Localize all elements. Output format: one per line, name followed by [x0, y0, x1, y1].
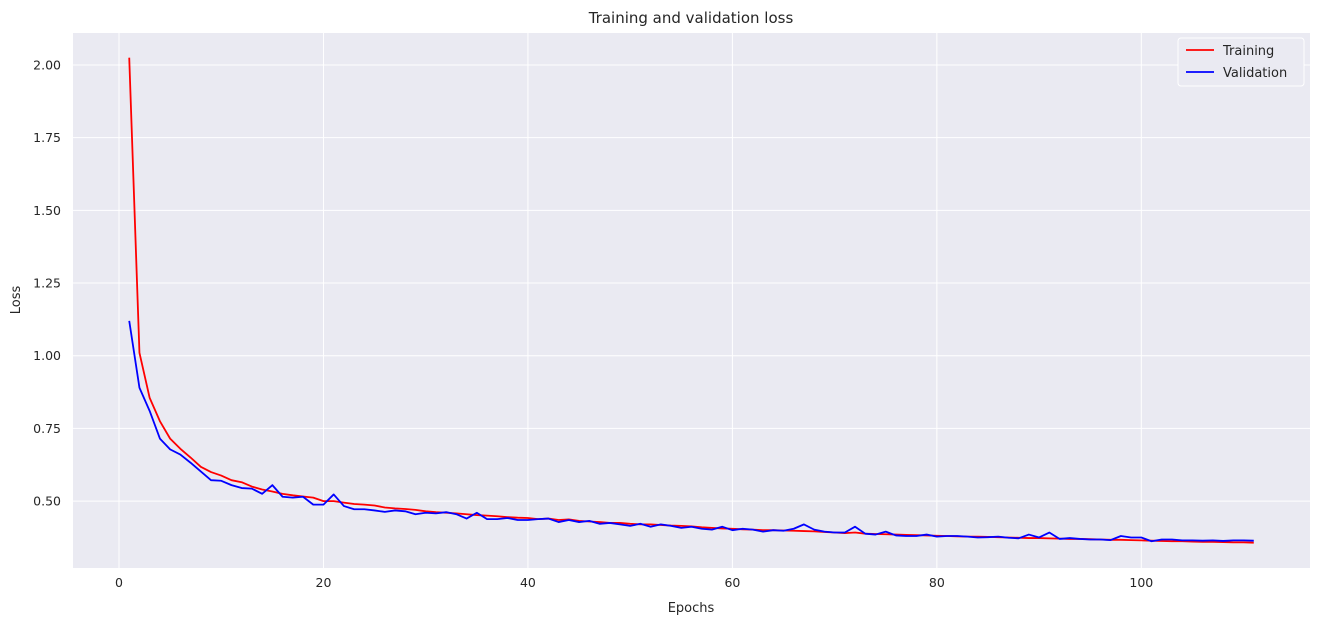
x-tick-labels: 0 20 40 60 80 100	[115, 575, 1153, 590]
plot-background	[73, 33, 1310, 568]
y-tick-label: 0.75	[33, 421, 61, 436]
x-tick-label: 80	[929, 575, 945, 590]
series-lines	[128, 57, 1254, 544]
x-axis-label: Epochs	[668, 601, 715, 616]
y-gridlines	[73, 64, 1310, 502]
x-tick-label: 100	[1129, 575, 1153, 590]
y-tick-labels: 0.50 0.75 1.00 1.25 1.50 1.75 2.00	[33, 57, 61, 508]
x-tick-label: 40	[520, 575, 536, 590]
y-tick-label: 1.25	[33, 276, 61, 291]
legend-training-label: Training	[1222, 44, 1274, 59]
x-gridlines	[118, 33, 1142, 568]
y-tick-label: 1.00	[33, 348, 61, 363]
legend-validation-label: Validation	[1223, 66, 1287, 81]
y-tick-label: 1.75	[33, 130, 61, 145]
x-tick-label: 60	[724, 575, 740, 590]
y-axis-label: Loss	[9, 286, 24, 315]
x-tick-label: 0	[115, 575, 123, 590]
y-tick-label: 2.00	[33, 57, 61, 72]
legend: Training Validation	[1177, 37, 1305, 87]
y-tick-label: 0.50	[33, 494, 61, 509]
chart-title: Training and validation loss	[588, 9, 794, 27]
series-line-validation	[128, 320, 1254, 543]
y-tick-label: 1.50	[33, 203, 61, 218]
x-tick-label: 20	[316, 575, 332, 590]
